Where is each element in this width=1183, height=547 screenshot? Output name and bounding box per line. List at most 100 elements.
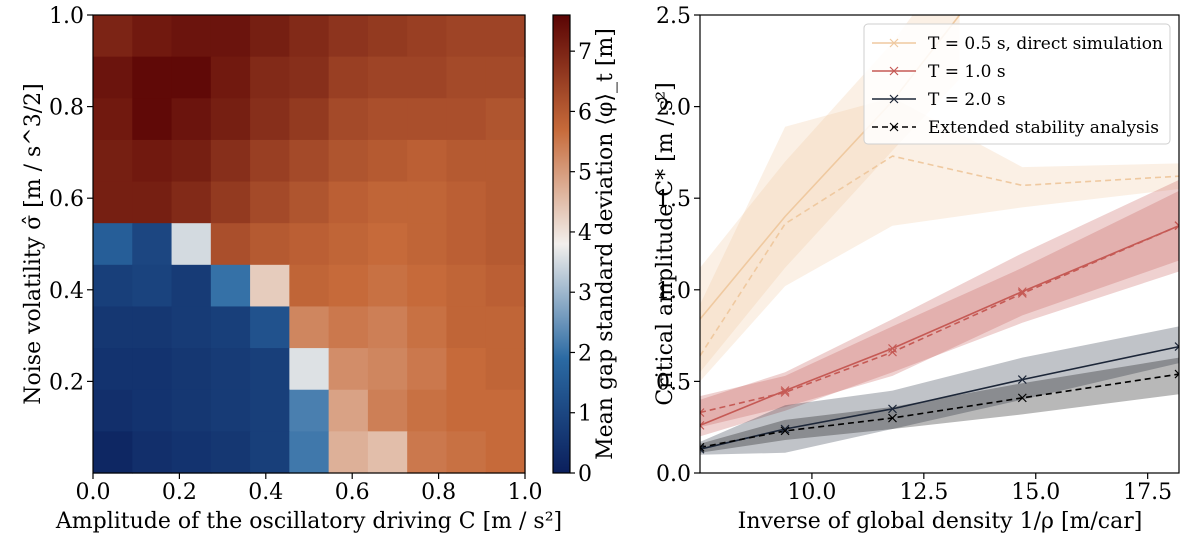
heatmap-cell — [250, 264, 290, 308]
x-tick-label: 1.0 — [508, 480, 543, 505]
data-point-marker — [780, 387, 790, 397]
heatmap-cell — [328, 264, 369, 308]
legend-box — [863, 23, 1171, 145]
confidence-band — [700, 357, 1179, 453]
heatmap-cell — [93, 15, 133, 58]
heatmap-cell — [367, 348, 408, 391]
heatmap-cell — [407, 348, 448, 391]
colorbar-tick-label: 2 — [578, 341, 592, 366]
heatmap-cell — [93, 98, 133, 141]
heatmap-cell — [328, 223, 369, 266]
heatmap-cell — [210, 264, 251, 308]
data-point-marker — [1017, 393, 1027, 403]
heatmap-cell — [132, 223, 173, 266]
heatmap-cell — [210, 15, 251, 58]
y-tick-label: 1.0 — [656, 279, 691, 304]
x-tick-label: 15.0 — [1011, 480, 1060, 505]
heatmap-cell — [250, 389, 290, 432]
heatmap-cell — [328, 98, 369, 141]
heatmap-cell — [250, 348, 290, 391]
heatmap-cell — [210, 431, 251, 474]
data-point-marker — [888, 404, 897, 414]
heatmap-cell — [328, 139, 369, 183]
heatmap-cell — [328, 56, 369, 99]
heatmap-cell — [407, 306, 448, 349]
heatmap-cell — [328, 389, 369, 432]
confidence-band — [700, 179, 1179, 437]
heatmap-cell — [132, 306, 173, 349]
heatmap-cell — [289, 181, 330, 224]
y-tick-label: 0.4 — [49, 279, 84, 304]
heatmap-cell — [250, 98, 290, 141]
heatmap-cells — [93, 15, 526, 474]
heatmap-cell — [250, 306, 290, 349]
line-panel: 10.0 12.5 15.0 17.5 0.0 0.5 1.0 1.5 2.0 2.5 Inve… — [653, 4, 1180, 534]
heatmap-cell — [210, 139, 251, 183]
heatmap-cell — [210, 181, 251, 224]
x-tick-label: 0.4 — [248, 480, 283, 505]
heatmap-y-ticks: 0.2 0.4 0.6 0.8 1.0 — [49, 4, 93, 395]
heatmap-cell — [328, 348, 369, 391]
heatmap-y-label: Noise volatility σ̂ [m / s^3/2] — [21, 83, 46, 404]
heatmap-cell — [132, 431, 173, 474]
heatmap-cell — [289, 139, 330, 183]
heatmap-cell — [171, 98, 212, 141]
heatmap-cell — [132, 348, 173, 391]
data-point-marker — [888, 347, 897, 357]
heatmap-cell — [367, 223, 408, 266]
heatmap-cell — [328, 15, 369, 58]
heatmap-cell — [171, 181, 212, 224]
data-point-marker — [888, 413, 897, 423]
legend-items: T = 0.5 s, direct simulation T = 1.0 s T =… — [872, 34, 1163, 138]
y-tick-label: 0.0 — [656, 462, 691, 487]
legend-marker — [889, 66, 899, 76]
heatmap-cell — [132, 15, 173, 58]
data-point-marker — [1174, 221, 1179, 231]
heatmap-cell — [485, 264, 526, 308]
heatmap-cell — [485, 56, 526, 99]
heatmap-x-ticks: 0.0 0.2 0.4 0.6 0.8 1.0 — [76, 473, 543, 505]
x-tick-label: 0.6 — [335, 480, 370, 505]
heatmap-cell — [250, 56, 290, 99]
heatmap-cell — [485, 306, 526, 349]
heatmap-cell — [93, 306, 133, 349]
legend-label: T = 2.0 s — [928, 90, 1006, 110]
heatmap-cell — [485, 348, 526, 391]
heatmap-cell — [93, 56, 133, 99]
heatmap-x-label: Amplitude of the oscillatory driving C [… — [55, 509, 562, 534]
heatmap-cell — [132, 264, 173, 308]
heatmap-cell — [407, 264, 448, 308]
y-tick-label: 1.0 — [49, 4, 84, 29]
colorbar-tick-label: 6 — [578, 100, 592, 125]
heatmap-cell — [446, 306, 487, 349]
heatmap-cell — [93, 348, 133, 391]
legend-marker — [889, 94, 899, 104]
heatmap-cell — [210, 98, 251, 141]
heatmap-cell — [250, 15, 290, 58]
heatmap-cell — [367, 431, 408, 474]
heatmap-cell — [171, 389, 212, 432]
heatmap-cell — [367, 264, 408, 308]
line-x-ticks: 10.0 12.5 15.0 17.5 — [787, 473, 1172, 505]
heatmap-cell — [210, 223, 251, 266]
heatmap-cell — [210, 56, 251, 99]
heatmap-cell — [132, 98, 173, 141]
data-point-marker — [780, 386, 790, 395]
heatmap-cell — [171, 264, 212, 308]
colorbar-tick-label: 7 — [578, 40, 592, 65]
series-markers — [700, 221, 1179, 454]
heatmap-cell — [407, 389, 448, 432]
heatmap-cell — [93, 389, 133, 432]
heatmap-cell — [210, 306, 251, 349]
heatmap-cell — [289, 306, 330, 349]
heatmap-cell — [446, 348, 487, 391]
data-point-marker — [780, 424, 790, 434]
colorbar-tick-label: 3 — [578, 281, 592, 306]
heatmap-cell — [446, 181, 487, 224]
heatmap-cell — [446, 56, 487, 99]
heatmap-cell — [485, 15, 526, 58]
colorbar-tick-label: 5 — [578, 161, 592, 186]
heatmap-cell — [485, 431, 526, 474]
legend-marker — [889, 38, 899, 48]
heatmap-cell — [367, 306, 408, 349]
